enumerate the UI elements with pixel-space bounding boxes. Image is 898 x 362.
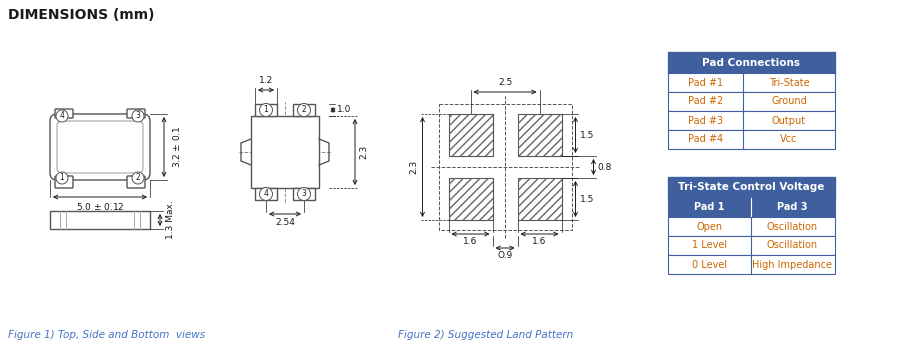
Text: 1.5: 1.5 [579, 130, 594, 139]
Bar [293, 188, 315, 200]
Text: 2.3: 2.3 [359, 145, 368, 159]
Text: Open: Open [697, 222, 723, 232]
Text: Tri-State Control Voltage: Tri-State Control Voltage [678, 182, 824, 193]
Text: Pad #1: Pad #1 [688, 77, 723, 88]
Text: 3.2 $\pm$ 0.1: 3.2 $\pm$ 0.1 [171, 126, 182, 168]
Text: 4: 4 [263, 189, 269, 198]
Text: 1.5: 1.5 [579, 194, 594, 203]
Circle shape [132, 110, 144, 122]
Text: Figure 2) Suggested Land Pattern: Figure 2) Suggested Land Pattern [398, 330, 573, 340]
Bar [668, 73, 835, 92]
Text: 1.3 Max.: 1.3 Max. [166, 201, 175, 239]
Bar [448, 178, 492, 220]
Text: Ground: Ground [771, 97, 807, 106]
Bar [668, 130, 835, 149]
Bar [517, 178, 561, 220]
Text: Pad #4: Pad #4 [688, 135, 723, 144]
Bar [448, 114, 492, 156]
Text: Pad #3: Pad #3 [688, 115, 723, 126]
Text: Pad 3: Pad 3 [778, 202, 807, 212]
Circle shape [297, 104, 311, 117]
FancyBboxPatch shape [50, 114, 150, 180]
Bar [293, 104, 315, 116]
Text: 2.5: 2.5 [497, 78, 512, 87]
Circle shape [260, 104, 272, 117]
Bar [251, 116, 319, 188]
Circle shape [56, 172, 68, 184]
Text: Pad #2: Pad #2 [688, 97, 723, 106]
Text: 5.0 $\pm$ 0.12: 5.0 $\pm$ 0.12 [75, 201, 124, 212]
Text: 4: 4 [59, 111, 65, 121]
Circle shape [56, 110, 68, 122]
Text: 0.8: 0.8 [597, 163, 612, 172]
Text: 1.0: 1.0 [337, 105, 351, 114]
Bar [517, 114, 561, 156]
Text: 1 Level: 1 Level [692, 240, 727, 251]
Text: 2.54: 2.54 [275, 218, 295, 227]
Text: Output: Output [772, 115, 806, 126]
Text: 2: 2 [302, 105, 306, 114]
FancyBboxPatch shape [127, 176, 145, 188]
Text: Vcc: Vcc [780, 135, 797, 144]
Bar [668, 236, 835, 255]
Bar [255, 188, 277, 200]
Bar [517, 114, 561, 156]
Circle shape [297, 188, 311, 201]
Text: 1.2: 1.2 [259, 76, 273, 85]
Bar [448, 178, 492, 220]
Text: 0 Level: 0 Level [692, 260, 727, 269]
FancyBboxPatch shape [127, 109, 145, 118]
Bar [668, 198, 835, 217]
Text: 3: 3 [302, 189, 306, 198]
Text: 1.6: 1.6 [463, 237, 478, 246]
Circle shape [260, 188, 272, 201]
Circle shape [132, 172, 144, 184]
Bar [668, 177, 835, 198]
Text: DIMENSIONS (mm): DIMENSIONS (mm) [8, 8, 154, 22]
FancyBboxPatch shape [57, 121, 143, 173]
Bar [668, 111, 835, 130]
Bar [517, 178, 561, 220]
Text: 1: 1 [264, 105, 269, 114]
Text: High Impedance: High Impedance [753, 260, 832, 269]
Text: Pad 1: Pad 1 [694, 202, 725, 212]
Text: 2.3: 2.3 [409, 160, 418, 174]
Text: 2: 2 [136, 173, 140, 182]
Bar [668, 52, 835, 73]
Bar [50, 211, 150, 229]
Text: Oscillation: Oscillation [767, 222, 818, 232]
Bar [668, 92, 835, 111]
Text: Oscillation: Oscillation [767, 240, 818, 251]
Text: Figure 1) Top, Side and Bottom  views: Figure 1) Top, Side and Bottom views [8, 330, 205, 340]
Text: Pad Connections: Pad Connections [702, 58, 800, 67]
Text: O.9: O.9 [497, 251, 513, 260]
Text: 3: 3 [136, 111, 140, 121]
FancyBboxPatch shape [55, 109, 73, 118]
Text: Tri-State: Tri-State [769, 77, 809, 88]
Bar [255, 104, 277, 116]
Bar [668, 255, 835, 274]
Bar [448, 114, 492, 156]
Text: 1: 1 [59, 173, 65, 182]
Bar [668, 217, 835, 236]
FancyBboxPatch shape [55, 176, 73, 188]
Text: 1.6: 1.6 [533, 237, 547, 246]
